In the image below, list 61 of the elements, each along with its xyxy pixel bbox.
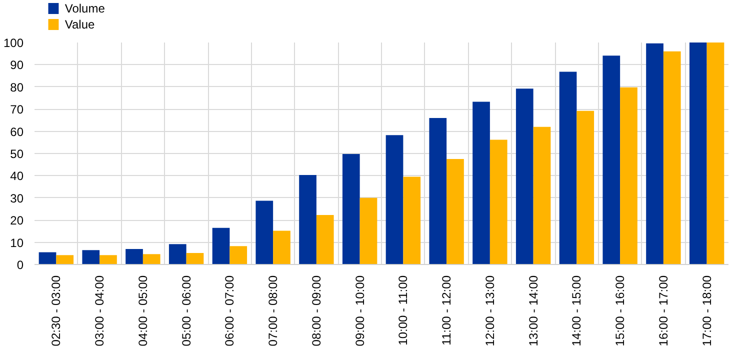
x-tick-label: 03:00 - 04:00 xyxy=(92,275,107,346)
y-tick-label: 60 xyxy=(10,124,24,139)
y-tick-label: 80 xyxy=(10,80,24,94)
bar xyxy=(360,198,378,264)
legend-label: Volume xyxy=(64,2,106,16)
bar xyxy=(56,255,74,264)
x-tick-label: 15:00 - 16:00 xyxy=(613,275,628,346)
x-tick-label: 14:00 - 15:00 xyxy=(570,275,584,346)
bar xyxy=(689,42,707,264)
x-tick-label: 06:00 - 07:00 xyxy=(222,275,237,346)
bar xyxy=(646,43,664,264)
bar xyxy=(576,110,594,264)
bar xyxy=(663,51,681,264)
bar xyxy=(299,175,316,264)
bar xyxy=(620,87,638,264)
y-tick-label: 20 xyxy=(10,214,24,228)
x-tick-label: 05:00 - 06:00 xyxy=(179,275,194,346)
bar xyxy=(212,228,230,264)
bar xyxy=(490,140,508,264)
bar xyxy=(386,135,404,264)
bar xyxy=(273,230,290,264)
bar xyxy=(142,254,160,264)
y-tick-label: 0 xyxy=(16,258,24,272)
bar xyxy=(706,42,724,264)
x-tick-label: 07:00 - 08:00 xyxy=(266,275,280,346)
x-tick-label: 08:00 - 09:00 xyxy=(309,275,324,346)
bar xyxy=(342,154,360,264)
bar xyxy=(533,126,551,264)
bar xyxy=(602,56,620,264)
bar xyxy=(256,200,274,264)
bar xyxy=(186,252,204,264)
y-tick-label: 50 xyxy=(10,147,24,161)
bar xyxy=(403,176,421,264)
x-tick-label: 09:00 - 10:00 xyxy=(352,275,367,346)
x-tick-label: 12:00 - 13:00 xyxy=(482,275,497,346)
bar xyxy=(82,250,100,264)
x-tick-label: 10:00 - 11:00 xyxy=(396,275,410,346)
bar xyxy=(516,88,534,264)
y-tick-label: 100 xyxy=(3,36,24,50)
bar xyxy=(446,159,464,264)
bar xyxy=(126,248,143,264)
bar xyxy=(472,102,490,264)
legend-label: Value xyxy=(64,18,95,32)
bar xyxy=(100,255,117,264)
x-tick-label: 02:30 - 03:00 xyxy=(49,275,64,346)
bar xyxy=(429,118,447,264)
bar xyxy=(559,72,577,264)
bar xyxy=(316,214,334,264)
y-tick-label: 10 xyxy=(10,236,24,250)
x-tick-label: 13:00 - 14:00 xyxy=(526,275,540,346)
y-tick-label: 90 xyxy=(10,58,24,72)
x-tick-label: 11:00 - 12:00 xyxy=(440,275,454,346)
y-tick-label: 70 xyxy=(10,102,24,117)
bar xyxy=(230,246,248,264)
y-tick-label: 30 xyxy=(10,191,24,206)
x-tick-label: 04:00 - 05:00 xyxy=(136,275,150,346)
bar xyxy=(168,244,186,264)
y-tick-label: 40 xyxy=(10,169,24,184)
x-tick-label: 17:00 - 18:00 xyxy=(700,275,714,346)
x-tick-label: 16:00 - 17:00 xyxy=(656,275,670,346)
bar xyxy=(38,252,56,264)
